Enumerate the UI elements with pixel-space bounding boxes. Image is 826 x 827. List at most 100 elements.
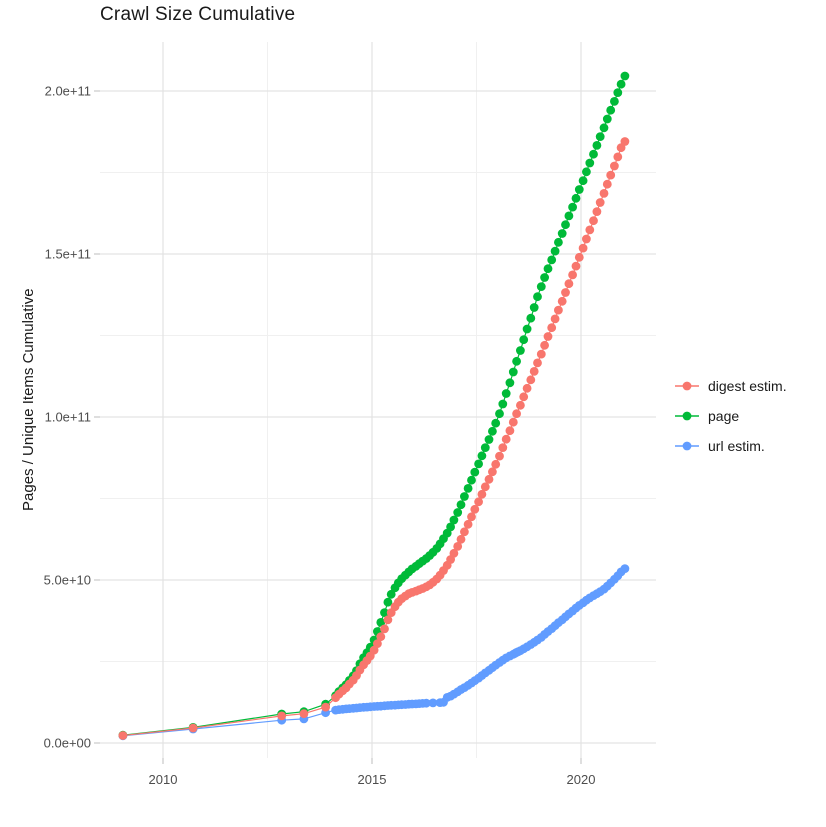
data-point-page — [456, 500, 466, 510]
data-point-page — [599, 123, 609, 133]
legend-label: digest estim. — [708, 378, 787, 394]
data-point-digest-estim- — [488, 467, 497, 477]
data-point-digest-estim- — [373, 639, 382, 648]
data-point-page — [529, 303, 539, 312]
data-point-digest-estim- — [470, 504, 480, 514]
data-point-page — [571, 193, 581, 203]
data-point-digest-estim- — [550, 314, 560, 324]
data-point-page — [585, 158, 595, 168]
data-point-digest-estim- — [516, 400, 525, 410]
data-point-page — [592, 141, 602, 150]
legend-item-page: page — [674, 408, 787, 424]
data-point-page — [470, 467, 480, 477]
data-point-page — [547, 255, 557, 265]
data-point-digest-estim- — [571, 261, 581, 271]
data-point-page — [505, 378, 515, 388]
y-tick-label: 1.0e+11 — [44, 409, 91, 425]
data-point-page — [540, 273, 549, 282]
data-point-digest-estim- — [557, 296, 567, 306]
data-point-url-estim- — [428, 698, 438, 708]
data-point-digest-estim- — [564, 279, 574, 289]
data-point-page — [501, 389, 511, 398]
data-point-page — [613, 88, 623, 97]
data-point-digest-estim- — [505, 426, 515, 436]
data-point-page — [488, 426, 497, 436]
legend-label: url estim. — [708, 438, 765, 454]
data-point-page — [550, 246, 560, 256]
data-point-page — [589, 149, 598, 159]
data-point-digest-estim- — [606, 170, 616, 180]
data-point-page — [508, 367, 518, 377]
chart-title: Crawl Size Cumulative — [100, 4, 296, 25]
data-point-page — [491, 418, 501, 428]
data-point-digest-estim- — [118, 731, 128, 740]
data-point-digest-estim- — [620, 137, 630, 146]
y-axis-title: Pages / Unique Items Cumulative — [20, 288, 37, 512]
data-point-page — [386, 589, 396, 599]
data-point-digest-estim- — [540, 340, 549, 350]
data-point-page — [376, 618, 386, 627]
legend-item-url-estim: url estim. — [674, 438, 787, 454]
data-point-digest-estim- — [463, 519, 473, 529]
data-point-page — [516, 346, 525, 355]
data-point-page — [498, 399, 508, 409]
data-point-page — [383, 597, 393, 607]
legend-label: page — [708, 408, 740, 424]
data-point-digest-estim- — [491, 459, 501, 469]
data-point-page — [602, 114, 612, 124]
data-point-digest-estim- — [592, 207, 602, 217]
data-point-page — [522, 324, 532, 334]
data-point-page — [495, 409, 504, 419]
data-point-digest-estim- — [610, 161, 619, 171]
data-point-digest-estim- — [467, 512, 476, 522]
data-point-page — [561, 220, 570, 230]
x-tick-label: 2015 — [357, 772, 387, 787]
data-point-digest-estim- — [512, 409, 521, 419]
data-point-digest-estim- — [582, 234, 591, 244]
data-point-digest-estim- — [578, 243, 588, 253]
data-point-digest-estim- — [376, 632, 386, 642]
data-point-digest-estim- — [522, 383, 532, 393]
data-point-page — [453, 508, 463, 517]
legend-key-dot-line-icon — [675, 441, 699, 451]
data-point-digest-estim- — [508, 417, 518, 427]
data-point-page — [474, 459, 483, 469]
data-point-digest-estim- — [585, 225, 595, 235]
data-point-digest-estim- — [453, 542, 463, 551]
data-point-digest-estim- — [554, 305, 563, 315]
y-tick-label: 0.0e+00 — [43, 735, 91, 751]
data-point-page — [533, 292, 542, 302]
legend-key-dot-line-icon — [675, 381, 699, 391]
data-point-page — [477, 451, 487, 461]
data-point-page — [446, 522, 455, 532]
data-point-page — [519, 335, 529, 345]
legend: digest estim. page url estim. — [674, 378, 787, 454]
data-point-digest-estim- — [299, 709, 309, 719]
data-point-page — [463, 484, 473, 493]
data-point-digest-estim- — [480, 482, 490, 492]
data-point-digest-estim- — [501, 434, 511, 444]
data-point-digest-estim- — [383, 615, 393, 625]
data-point-digest-estim- — [533, 358, 542, 368]
data-point-page — [582, 167, 591, 177]
data-point-digest-estim- — [568, 270, 577, 280]
data-point-digest-estim- — [484, 474, 494, 484]
data-point-digest-estim- — [547, 323, 557, 333]
data-point-digest-estim- — [369, 645, 379, 655]
data-point-digest-estim- — [519, 392, 529, 402]
data-point-digest-estim- — [536, 349, 546, 359]
data-point-page — [554, 237, 563, 247]
legend-item-digest-estim: digest estim. — [674, 378, 787, 394]
data-point-page — [595, 132, 605, 142]
data-point-page — [543, 264, 553, 274]
data-point-digest-estim- — [529, 367, 539, 376]
data-point-page — [610, 97, 619, 106]
data-point-page — [606, 105, 616, 115]
x-tick-label: 2010 — [148, 772, 178, 787]
data-point-digest-estim- — [477, 489, 487, 499]
data-point-digest-estim- — [543, 332, 553, 341]
data-point-digest-estim- — [498, 443, 508, 452]
data-point-page — [484, 435, 494, 444]
data-point-digest-estim- — [380, 624, 389, 634]
